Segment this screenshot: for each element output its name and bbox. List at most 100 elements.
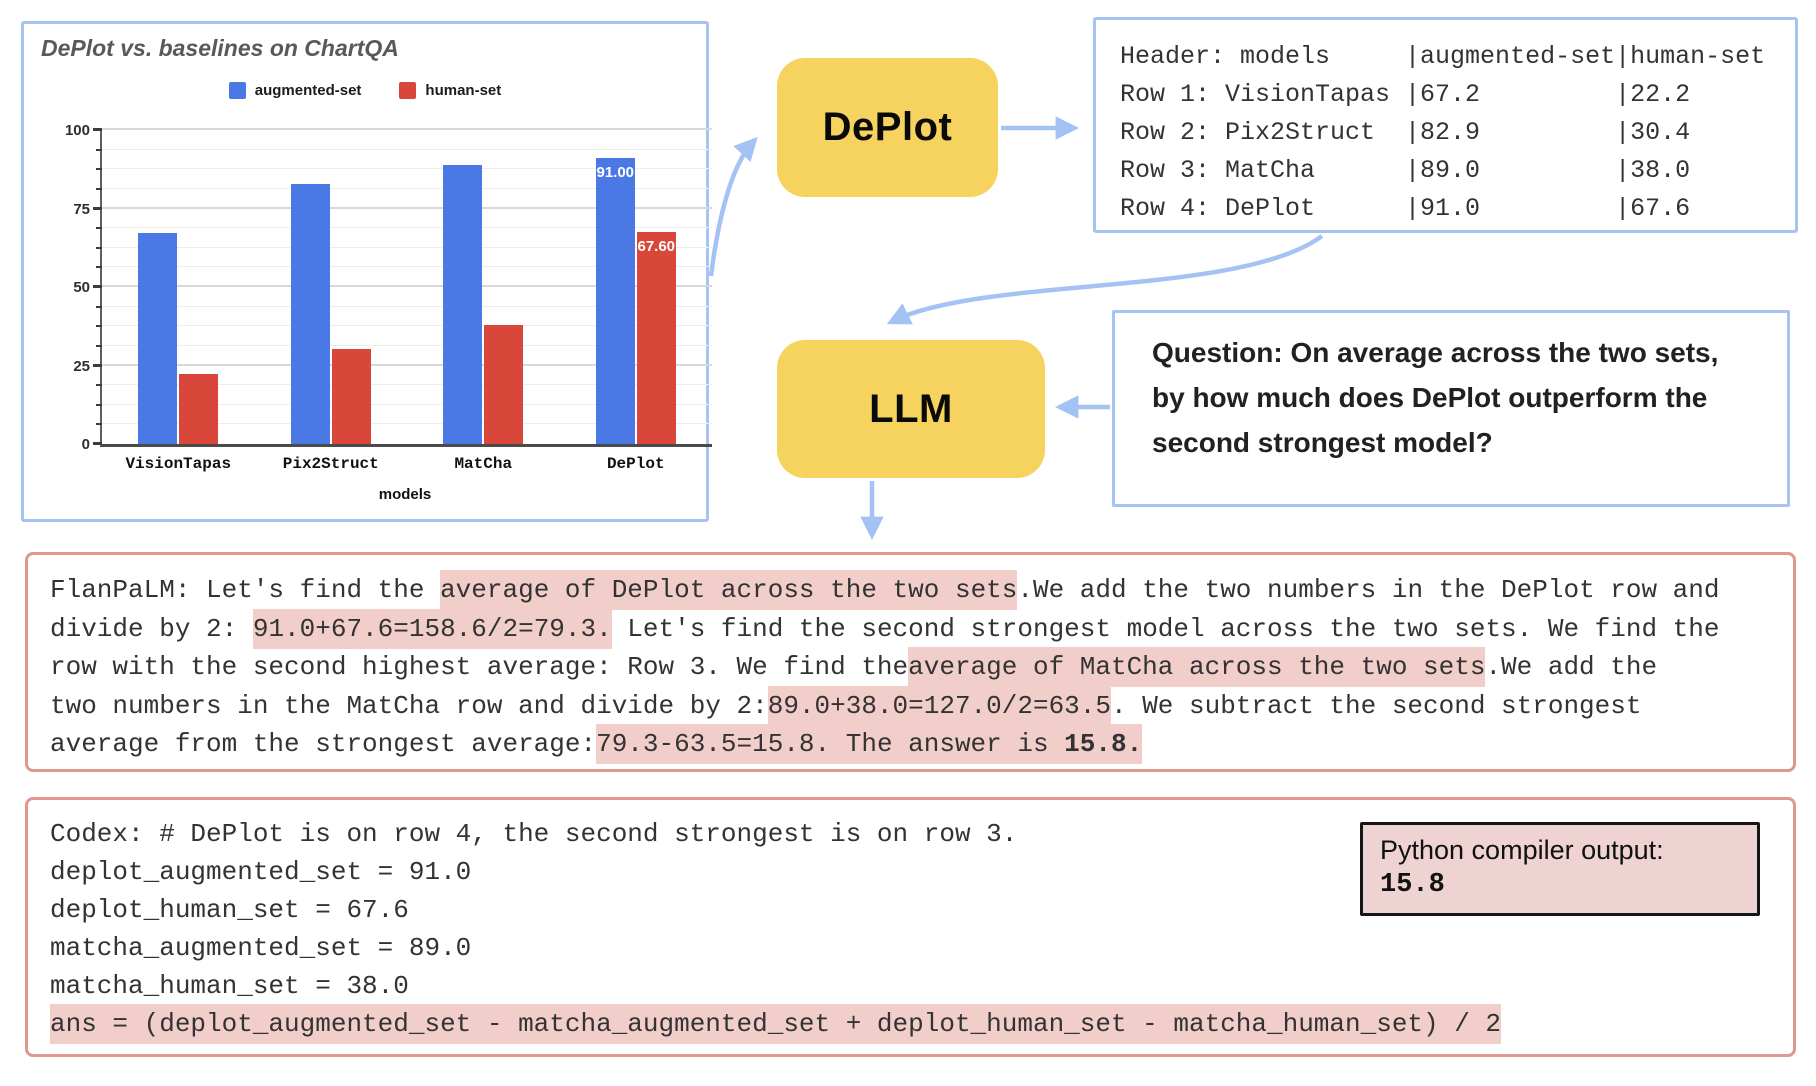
major-gridline xyxy=(102,206,712,209)
llm-model-box: LLM xyxy=(777,340,1045,478)
minor-gridline xyxy=(102,423,712,425)
text-segment: FlanPaLM: Let's find the xyxy=(50,575,441,605)
chart-plot-area: 0 25 50 75 100 VisionTapas Pix2Struct MatCha 91.… xyxy=(65,122,712,473)
y-axis-tick xyxy=(96,227,102,230)
arrow-table-to-llm xyxy=(886,234,1324,325)
flanpalm-output-panel: FlanPaLM: Let's find the average of DePl… xyxy=(25,552,1796,772)
major-gridline xyxy=(102,285,712,287)
minor-gridline xyxy=(102,403,712,405)
highlighted-text: average of MatCha across the two sets xyxy=(908,647,1486,687)
bar-group-visiontapas: VisionTapas xyxy=(102,130,255,473)
bar-human-set-matcha xyxy=(484,324,524,444)
y-axis-tick xyxy=(96,148,102,151)
y-axis-tick xyxy=(96,305,102,308)
bar-augmented-set-matcha xyxy=(443,164,483,444)
flanpalm-output-text: FlanPaLM: Let's find the average of DePl… xyxy=(50,570,1720,764)
x-axis-label: DePlot xyxy=(606,455,665,473)
minor-gridline xyxy=(102,187,712,189)
minor-gridline xyxy=(102,246,712,248)
y-axis-tick xyxy=(96,423,102,426)
y-axis-tick xyxy=(96,325,102,328)
text-line: second strongest model? xyxy=(1152,420,1718,465)
minor-gridline xyxy=(102,325,712,327)
bar-pair xyxy=(443,130,524,444)
bar-pair xyxy=(290,130,371,444)
minor-gridline xyxy=(102,148,712,150)
text-segment: .We add the two numbers in the DePlot ro… xyxy=(1017,575,1720,605)
bar-pair xyxy=(138,130,219,444)
y-axis-tick xyxy=(93,206,102,210)
highlighted-text: average of DePlot across the two sets xyxy=(440,570,1018,610)
text-line: by how much does DePlot outperform the xyxy=(1152,375,1718,420)
y-axis-tick xyxy=(96,187,102,190)
text-line: Row 1: VisionTapas |67.2 |22.2 xyxy=(1120,76,1765,114)
deplot-model-box: DePlot xyxy=(777,58,998,197)
text-segment: deplot_human_set = 67.6 xyxy=(50,895,409,925)
text-segment: Row 4: DePlot |91.0 |67.6 xyxy=(1120,194,1691,223)
x-axis-label: MatCha xyxy=(454,455,513,473)
chart-legend: augmented-set human-set xyxy=(24,82,706,99)
y-axis-label: 0 xyxy=(81,436,90,453)
y-axis-tick xyxy=(96,246,102,249)
question-text: Question: On average across the two sets… xyxy=(1152,330,1718,465)
bar-value-label: 91.00 xyxy=(596,164,635,182)
llm-model-label: LLM xyxy=(869,386,953,431)
text-line: ans = (deplot_augmented_set - matcha_aug… xyxy=(50,1004,1502,1044)
x-axis-label: Pix2Struct xyxy=(282,455,379,473)
text-line: two numbers in the MatCha row and divide… xyxy=(50,685,1720,726)
text-line: Row 3: MatCha |89.0 |38.0 xyxy=(1120,152,1765,190)
text-segment: deplot_augmented_set = 91.0 xyxy=(50,857,472,887)
text-segment: second strongest model? xyxy=(1152,427,1493,458)
text-segment: Codex: # DePlot is on row 4, the second … xyxy=(50,819,1018,849)
text-line: deplot_augmented_set = 91.0 xyxy=(50,853,1501,891)
minor-gridline xyxy=(102,168,712,170)
bar-augmented-set-pix2struct xyxy=(290,183,330,444)
text-line: FlanPaLM: Let's find the average of DePl… xyxy=(50,570,1720,610)
text-line: Header: models |augmented-set|human-set xyxy=(1120,38,1765,76)
bar-human-set-pix2struct xyxy=(331,348,371,444)
minor-gridline xyxy=(102,344,712,346)
highlighted-text: ans = (deplot_augmented_set - matcha_aug… xyxy=(50,1004,1502,1044)
y-axis-tick xyxy=(93,285,102,288)
minor-gridline xyxy=(102,305,712,307)
minor-gridline xyxy=(102,227,712,229)
text-segment: divide by 2: xyxy=(50,613,253,644)
y-axis-label: 25 xyxy=(73,357,90,375)
arrow-chart-to-deplot xyxy=(708,136,758,277)
major-gridline xyxy=(102,128,712,130)
text-segment: matcha_augmented_set = 89.0 xyxy=(50,933,472,963)
text-segment: Question: On average across the two sets… xyxy=(1152,337,1719,368)
y-axis-label: 50 xyxy=(73,279,90,296)
minor-gridline xyxy=(102,384,712,386)
y-axis-tick xyxy=(96,344,102,347)
chart-title: DePlot vs. baselines on ChartQA xyxy=(41,35,399,61)
highlighted-text: 91.0+67.6=158.6/2=79.3. xyxy=(252,608,612,649)
deplot-model-label: DePlot xyxy=(822,105,953,149)
y-axis-label: 100 xyxy=(64,122,90,139)
text-segment: Row 3: MatCha |89.0 |38.0 xyxy=(1120,156,1691,185)
text-segment: Let's find the second strongest model ac… xyxy=(611,613,1720,644)
bar-human-set-deplot: 67.60 xyxy=(636,231,676,444)
text-line: Row 4: DePlot |91.0 |67.6 xyxy=(1120,190,1765,228)
y-axis-tick xyxy=(93,128,102,131)
linearized-table-panel: Header: models |augmented-set|human-set R… xyxy=(1093,17,1798,233)
python-compiler-output-box: Python compiler output: 15.8 xyxy=(1360,822,1760,916)
text-line: average from the strongest average:79.3-… xyxy=(50,724,1720,764)
chart-x-axis-title: models xyxy=(378,486,432,503)
codex-output-text: Codex: # DePlot is on row 4, the second … xyxy=(50,815,1502,1044)
legend-item: human-set xyxy=(399,82,501,99)
legend-swatch-icon xyxy=(228,82,246,99)
major-gridline xyxy=(102,363,712,366)
text-line: deplot_human_set = 67.6 xyxy=(50,891,1501,929)
text-segment: .We add the xyxy=(1485,652,1658,682)
python-compiler-output-label: Python compiler output: xyxy=(1380,835,1664,865)
text-segment: Row 1: VisionTapas |67.2 |22.2 xyxy=(1120,80,1691,109)
chart-panel: DePlot vs. baselines on ChartQA augmente… xyxy=(21,21,712,522)
text-segment: . We subtract the second strongest xyxy=(1110,690,1642,721)
text-line: row with the second highest average: Row… xyxy=(50,647,1720,687)
bar-human-set-visiontapas xyxy=(179,374,219,444)
minor-gridline xyxy=(102,266,712,268)
bar-value-label: 67.60 xyxy=(637,237,676,255)
text-segment: Row 2: Pix2Struct |82.9 |30.4 xyxy=(1120,118,1691,147)
y-axis-tick xyxy=(96,403,102,406)
